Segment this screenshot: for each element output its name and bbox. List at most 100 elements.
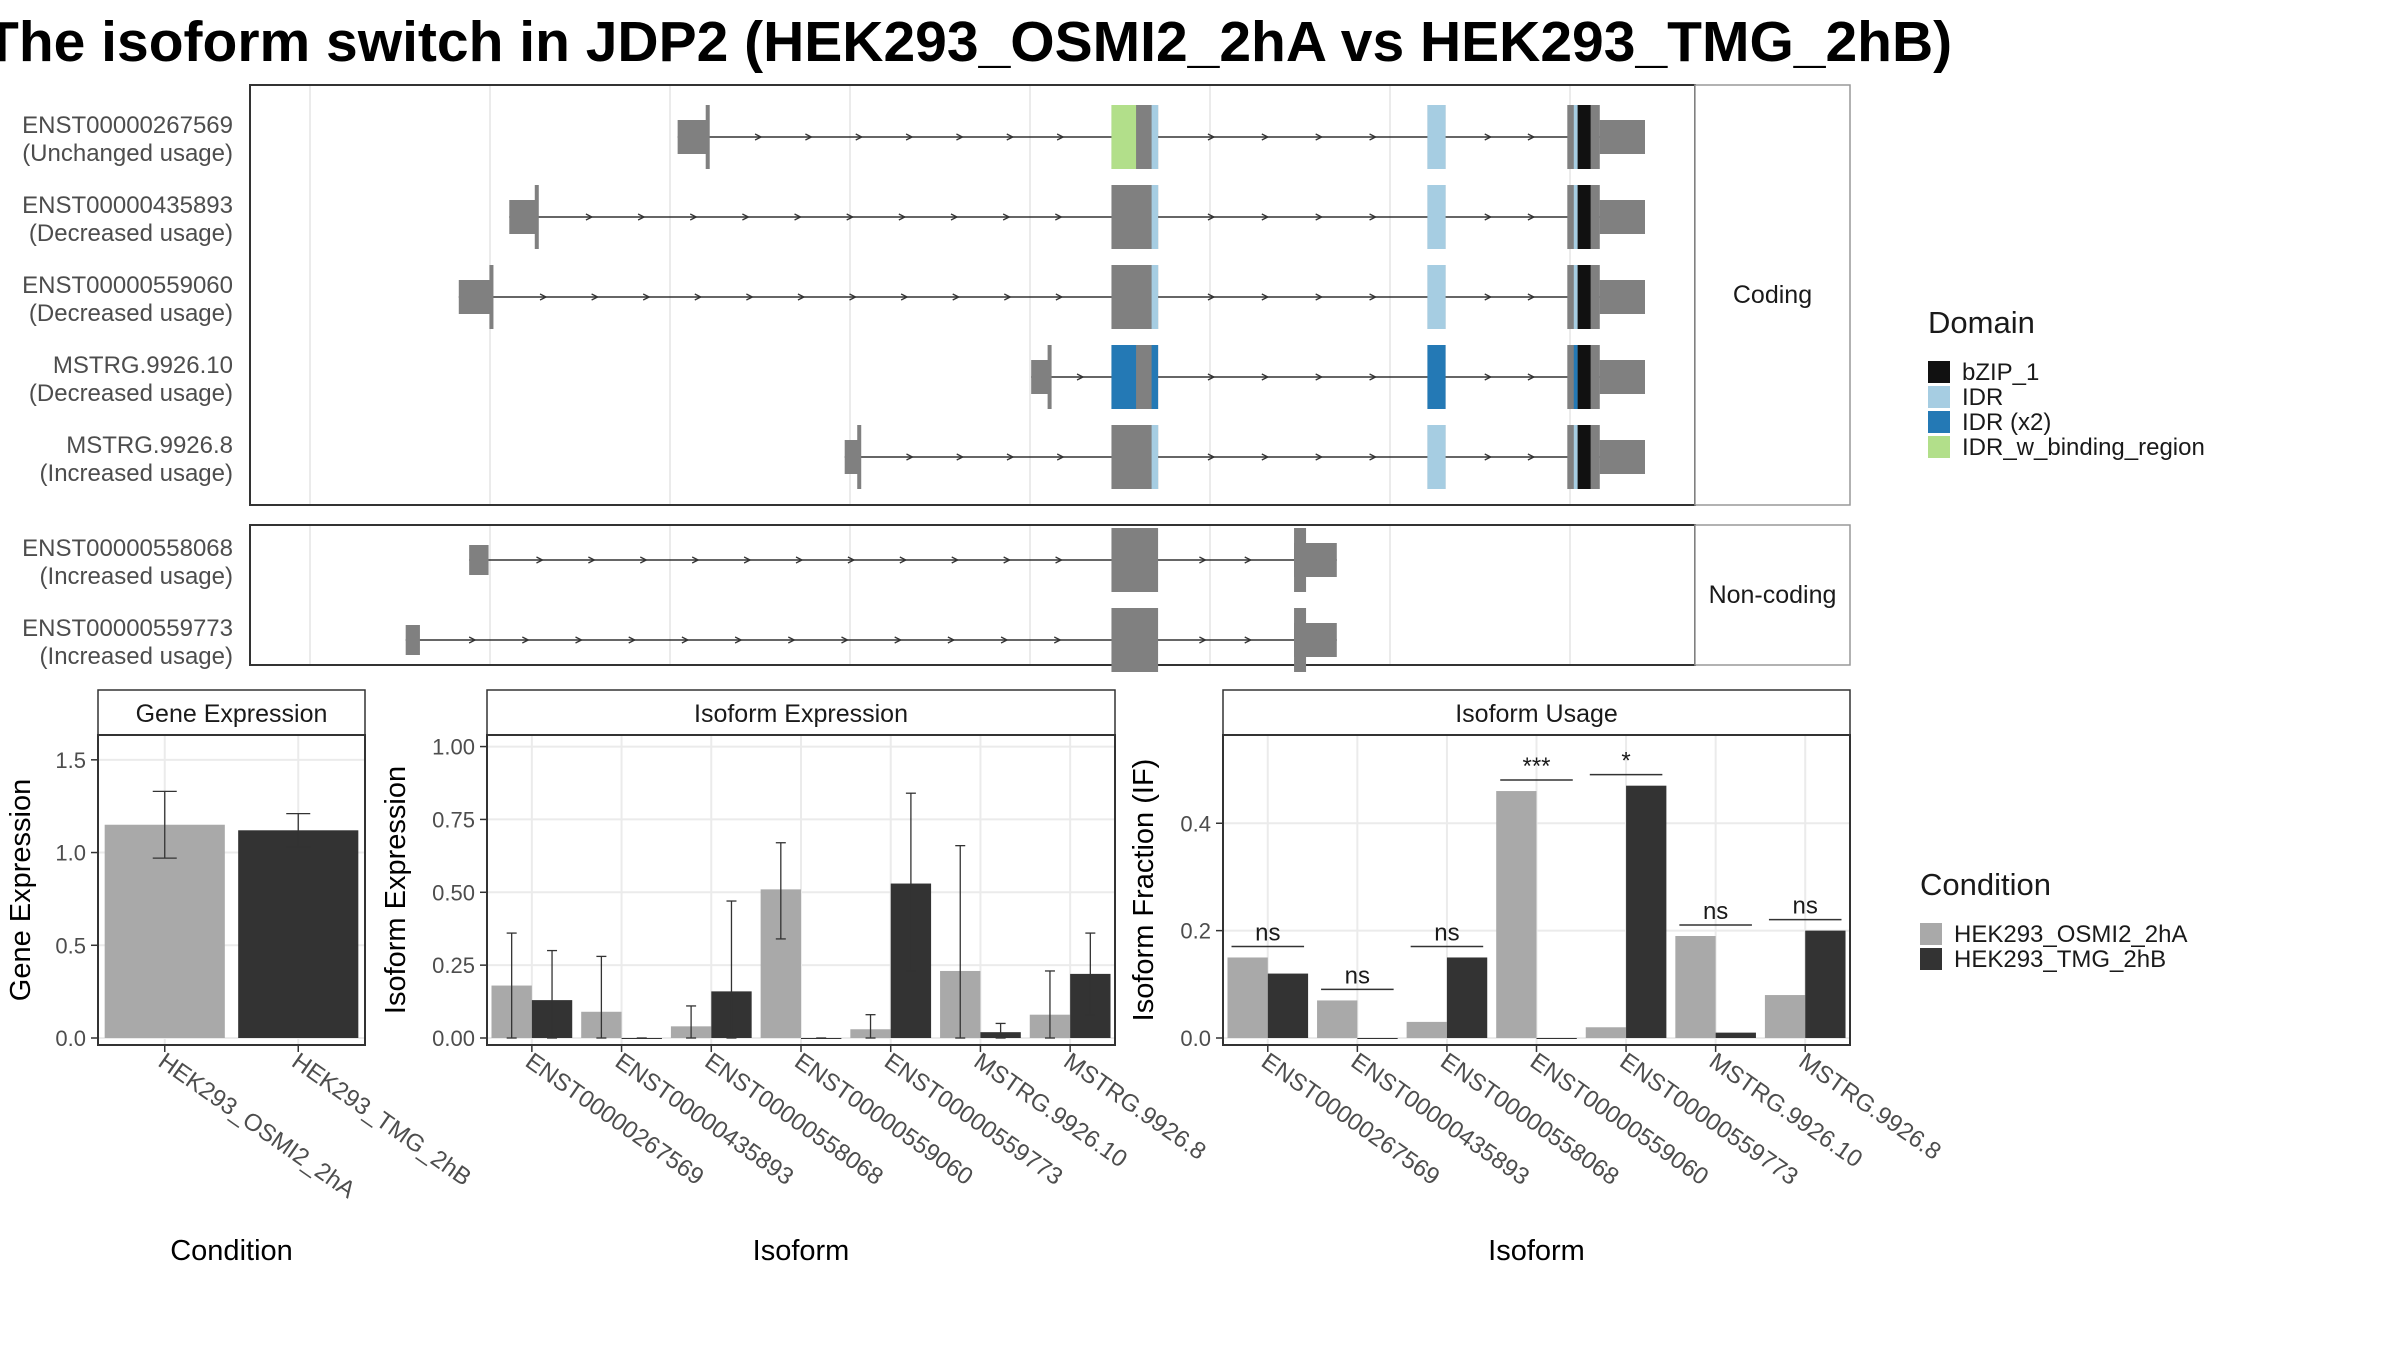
strand-arrow <box>894 636 903 644</box>
strand-arrow <box>1484 133 1493 141</box>
bar <box>1496 791 1537 1038</box>
strand-arrow <box>1207 453 1216 461</box>
legend-swatch <box>1928 436 1950 458</box>
strand-arrow <box>1055 293 1064 301</box>
chart-title: Isoform Expression <box>694 700 908 728</box>
domain-idr-x2- <box>1151 345 1159 409</box>
bar <box>1357 1038 1398 1039</box>
strand-arrow <box>1315 213 1324 221</box>
strand-arrow <box>956 133 964 141</box>
strand-arrow <box>1315 453 1324 461</box>
transcript-id-label: ENST00000559060 <box>22 272 233 299</box>
strand-arrow <box>1527 213 1536 221</box>
facet-strip <box>1694 84 1851 506</box>
strand-arrow <box>536 556 544 564</box>
strand-arrow <box>1484 453 1493 461</box>
significance-label: ns <box>1255 919 1280 946</box>
strand-arrow <box>1053 636 1062 644</box>
y-tick-label: 0.0 <box>1180 1026 1211 1051</box>
legend-swatch <box>1920 948 1942 970</box>
chart-isoform-expression: Isoform Expression 0.00 0.25 0.50 0.75 1.00 Is… <box>380 689 1211 1267</box>
domain-idr <box>1573 105 1578 169</box>
strand-arrow <box>1369 213 1378 221</box>
facet-label: Coding <box>1733 281 1812 309</box>
transcript-usage-label: (Decreased usage) <box>29 380 233 407</box>
domain-idr <box>1151 105 1159 169</box>
x-tick-label: MSTRG.9926.10 <box>969 1048 1132 1173</box>
strand-arrow <box>689 213 698 221</box>
strand-arrow <box>847 556 856 564</box>
transcript-usage-label: (Increased usage) <box>40 563 233 590</box>
strand-arrow <box>1244 636 1253 644</box>
strand-arrow <box>1369 373 1378 381</box>
domain-bzip-1 <box>1577 345 1591 409</box>
bar <box>1715 1032 1756 1038</box>
exon <box>1599 360 1645 394</box>
exon <box>1294 608 1307 672</box>
exon <box>677 120 709 154</box>
strand-arrow <box>742 213 750 221</box>
strand-arrow <box>691 556 700 564</box>
legend-label: IDR (x2) <box>1962 409 2051 436</box>
y-axis-label: Gene Expression <box>5 779 37 1001</box>
strand-arrow <box>956 453 965 461</box>
strand-arrow <box>1003 556 1012 564</box>
legend-label: HEK293_TMG_2hB <box>1954 946 2166 973</box>
transcript-id-label: ENST00000435893 <box>22 192 233 219</box>
exon <box>1599 280 1645 314</box>
significance-label: ns <box>1345 962 1370 989</box>
y-tick-label: 1.00 <box>432 735 475 760</box>
strand-arrow <box>898 213 907 221</box>
strand-arrow <box>1000 636 1009 644</box>
domain-idr <box>1151 265 1159 329</box>
strand-arrow <box>1527 293 1536 301</box>
strand-arrow <box>900 293 909 301</box>
strand-arrow <box>591 293 600 301</box>
strand-arrow <box>1207 213 1216 221</box>
exon <box>1599 120 1645 154</box>
exon <box>1599 440 1645 474</box>
y-tick-label: 0.50 <box>432 880 475 905</box>
y-tick-label: 0.5 <box>55 933 86 958</box>
transcript-usage-label: (Increased usage) <box>40 460 233 487</box>
bar <box>104 824 225 1038</box>
bar <box>1675 936 1716 1038</box>
strand-arrow <box>846 213 855 221</box>
legend-label: IDR_w_binding_region <box>1962 434 2205 461</box>
exon <box>1294 528 1307 592</box>
strand-arrow <box>1261 293 1270 301</box>
strand-arrow <box>1207 133 1216 141</box>
strand-arrow <box>743 556 752 564</box>
domain-bzip-1 <box>1577 105 1591 169</box>
significance-label: ns <box>1434 919 1459 946</box>
y-tick-label: 0.75 <box>432 807 475 832</box>
strand-arrow <box>1199 556 1207 564</box>
bar <box>1406 1021 1447 1038</box>
x-axis-label: Isoform <box>1488 1235 1585 1267</box>
strand-arrow <box>794 213 802 221</box>
strand-arrow <box>1006 133 1015 141</box>
significance-label: *** <box>1522 753 1550 780</box>
domain-idr <box>1427 105 1446 169</box>
strand-arrow <box>795 556 804 564</box>
panel-border <box>1222 734 1851 1046</box>
exon-cds-edge <box>857 425 862 489</box>
strand-arrow <box>1003 293 1012 301</box>
exon <box>1111 608 1159 672</box>
y-tick-label: 0.0 <box>55 1026 86 1051</box>
domain-idr <box>1573 185 1578 249</box>
exon <box>844 440 861 474</box>
transcript-row: MSTRG.9926.8(Increased usage) <box>40 425 1645 489</box>
strand-arrow <box>849 293 857 301</box>
transcript-usage-label: (Increased usage) <box>40 643 233 670</box>
domain-idr-x2- <box>1427 345 1446 409</box>
exon <box>1111 528 1159 592</box>
strand-arrow <box>1055 556 1064 564</box>
domain-idr-x2- <box>1111 345 1137 409</box>
y-tick-label: 0.4 <box>1180 811 1211 836</box>
strand-arrow <box>1315 373 1324 381</box>
domain-idr <box>1151 425 1159 489</box>
strand-arrow <box>841 636 849 644</box>
strand-arrow <box>1207 293 1216 301</box>
legend-swatch <box>1928 411 1950 433</box>
